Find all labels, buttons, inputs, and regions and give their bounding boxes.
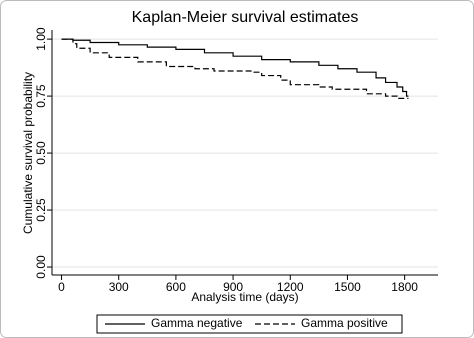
- y-tick-label: 0.00: [34, 255, 48, 279]
- legend-label: Gamma negative: [151, 316, 243, 330]
- x-tick-label: 1200: [277, 280, 304, 294]
- x-tick-label: 300: [109, 280, 129, 294]
- x-tick-label: 0: [58, 280, 65, 294]
- y-tick-label: 1.00: [34, 27, 48, 51]
- legend-label: Gamma positive: [301, 316, 388, 330]
- survival-curve: [61, 38, 409, 97]
- y-tick-label: 0.25: [34, 198, 48, 222]
- x-tick-label: 900: [223, 280, 243, 294]
- y-axis-title: Cumulative survival probability: [21, 72, 35, 234]
- y-tick-label: 0.50: [34, 141, 48, 165]
- x-axis-title: Analysis time (days): [191, 290, 298, 304]
- chart-title: Kaplan-Meier survival estimates: [132, 9, 359, 26]
- x-tick-label: 1500: [334, 280, 361, 294]
- x-tick-label: 600: [166, 280, 186, 294]
- y-tick-label: 0.75: [34, 84, 48, 108]
- x-tick-label: 1800: [391, 280, 418, 294]
- survival-curve: [61, 38, 409, 99]
- legend-box: [96, 314, 403, 334]
